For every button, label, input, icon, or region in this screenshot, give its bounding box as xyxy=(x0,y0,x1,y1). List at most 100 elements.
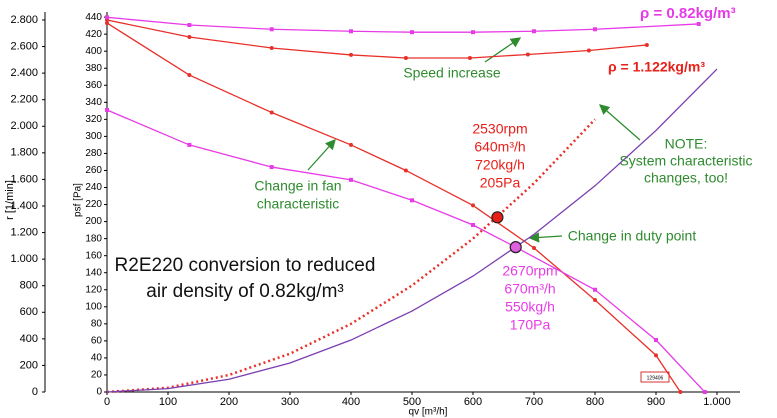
point-marker xyxy=(654,353,658,358)
y2-tick-label: 180 xyxy=(85,233,102,244)
annotation: 640m³/h xyxy=(474,139,525,155)
y2-tick-label: 60 xyxy=(91,336,103,347)
point-marker xyxy=(644,42,649,47)
y2-tick-label: 160 xyxy=(85,250,102,261)
point-marker xyxy=(532,246,536,251)
series-line xyxy=(106,109,706,393)
point-marker xyxy=(349,29,353,34)
y-tick-label: 0 xyxy=(32,386,38,398)
point-marker xyxy=(187,23,192,28)
annotation: System characteristic xyxy=(619,153,752,169)
y-tick-label: 600 xyxy=(20,306,38,318)
y2-tick-label: 20 xyxy=(91,370,103,381)
y2-tick-label: 380 xyxy=(85,63,102,74)
y-tick-label: 1.000 xyxy=(10,253,38,265)
x-tick-label: 200 xyxy=(220,396,238,408)
point-marker xyxy=(187,142,192,147)
duty-point xyxy=(509,241,522,254)
series-line xyxy=(106,118,596,394)
series-line xyxy=(106,68,718,393)
point-marker xyxy=(269,110,274,115)
annotation: ρ = 1.122kg/m³ xyxy=(608,59,705,75)
y2-tick-label: 260 xyxy=(85,165,102,176)
y2-tick-label: 240 xyxy=(85,182,102,193)
point-marker xyxy=(593,27,597,32)
point-marker xyxy=(269,165,274,170)
x-tick-label: 500 xyxy=(403,396,421,408)
annotation: 2530rpm xyxy=(472,121,527,137)
point-marker xyxy=(525,52,530,57)
y2-tick-label: 340 xyxy=(85,97,102,108)
y-tick-label: 1.800 xyxy=(10,147,38,159)
duty-point xyxy=(491,211,504,224)
y2-tick-label: 0 xyxy=(96,387,102,398)
y2-tick-label: 280 xyxy=(85,148,102,159)
point-marker xyxy=(467,55,472,60)
annotation: air density of 0.82kg/m³ xyxy=(146,281,343,302)
x-tick-label: 300 xyxy=(281,396,299,408)
x-axis-label: qv [m³/h] xyxy=(409,407,448,418)
point-marker xyxy=(349,177,353,182)
y2-tick-label: 80 xyxy=(91,318,103,329)
x-tick-label: 100 xyxy=(159,396,177,408)
y-tick-label: 1.200 xyxy=(10,226,38,238)
series-line xyxy=(106,16,699,33)
y2-tick-label: 420 xyxy=(85,29,102,40)
annotation: R2E220 conversion to reduced xyxy=(115,255,376,276)
y2-tick-label: 120 xyxy=(85,284,102,295)
point-marker xyxy=(187,34,192,39)
x-tick-label: 400 xyxy=(342,396,360,408)
annotation: 550kg/h xyxy=(505,299,555,315)
point-marker xyxy=(471,223,475,228)
point-marker xyxy=(105,107,109,112)
annotation: Speed increase xyxy=(403,65,501,81)
y2-tick-label: 360 xyxy=(85,80,102,91)
y2-axis-label: psf [Pa] xyxy=(73,183,84,217)
point-marker xyxy=(349,142,353,147)
point-marker xyxy=(349,52,353,57)
y-tick-label: 2.800 xyxy=(10,14,38,26)
y2-tick-label: 440 xyxy=(85,12,102,23)
point-marker xyxy=(678,390,683,394)
y-tick-label: 800 xyxy=(20,280,38,292)
point-marker xyxy=(269,27,274,32)
point-marker xyxy=(105,21,109,26)
y-tick-label: 2.200 xyxy=(10,94,38,106)
y-tick-label: 1.600 xyxy=(10,173,38,185)
arrows xyxy=(307,37,641,243)
annotation: NOTE: xyxy=(665,136,708,152)
y-axis-label: r [1/min] xyxy=(4,180,16,220)
annotation: 670m³/h xyxy=(504,281,555,297)
point-marker xyxy=(403,55,408,60)
stamp: 129406 xyxy=(647,375,664,381)
annotation: ρ = 0.82kg/m³ xyxy=(640,5,736,22)
point-marker xyxy=(696,21,701,26)
y-tick-label: 200 xyxy=(20,359,38,371)
annotation: 720kg/h xyxy=(475,157,525,173)
series-line xyxy=(106,22,681,393)
point-marker xyxy=(410,198,414,203)
y2-tick-label: 320 xyxy=(85,114,102,125)
annotation: Change in fan xyxy=(254,178,341,194)
y2-tick-label: 100 xyxy=(85,301,102,312)
point-marker xyxy=(471,30,475,35)
x-tick-label: 800 xyxy=(586,396,604,408)
annotation: Change in duty point xyxy=(568,228,697,244)
y2-tick-label: 400 xyxy=(85,46,102,57)
y-tick-label: 1.400 xyxy=(10,200,38,212)
x-tick-label: 0 xyxy=(104,396,110,408)
y2-tick-label: 300 xyxy=(85,131,102,142)
y2-tick-label: 40 xyxy=(91,353,103,364)
annotation: 205Pa xyxy=(480,175,521,191)
stamp-box xyxy=(640,371,670,383)
point-marker xyxy=(593,297,597,302)
point-marker xyxy=(702,390,707,394)
y2-tick-label: 220 xyxy=(85,199,102,210)
point-marker xyxy=(586,48,591,53)
annotation: characteristic xyxy=(257,196,339,212)
y-tick-label: 2.600 xyxy=(10,40,38,52)
point-marker xyxy=(105,15,109,20)
y-tick-label: 400 xyxy=(20,333,38,345)
annotation: 170Pa xyxy=(510,317,551,333)
